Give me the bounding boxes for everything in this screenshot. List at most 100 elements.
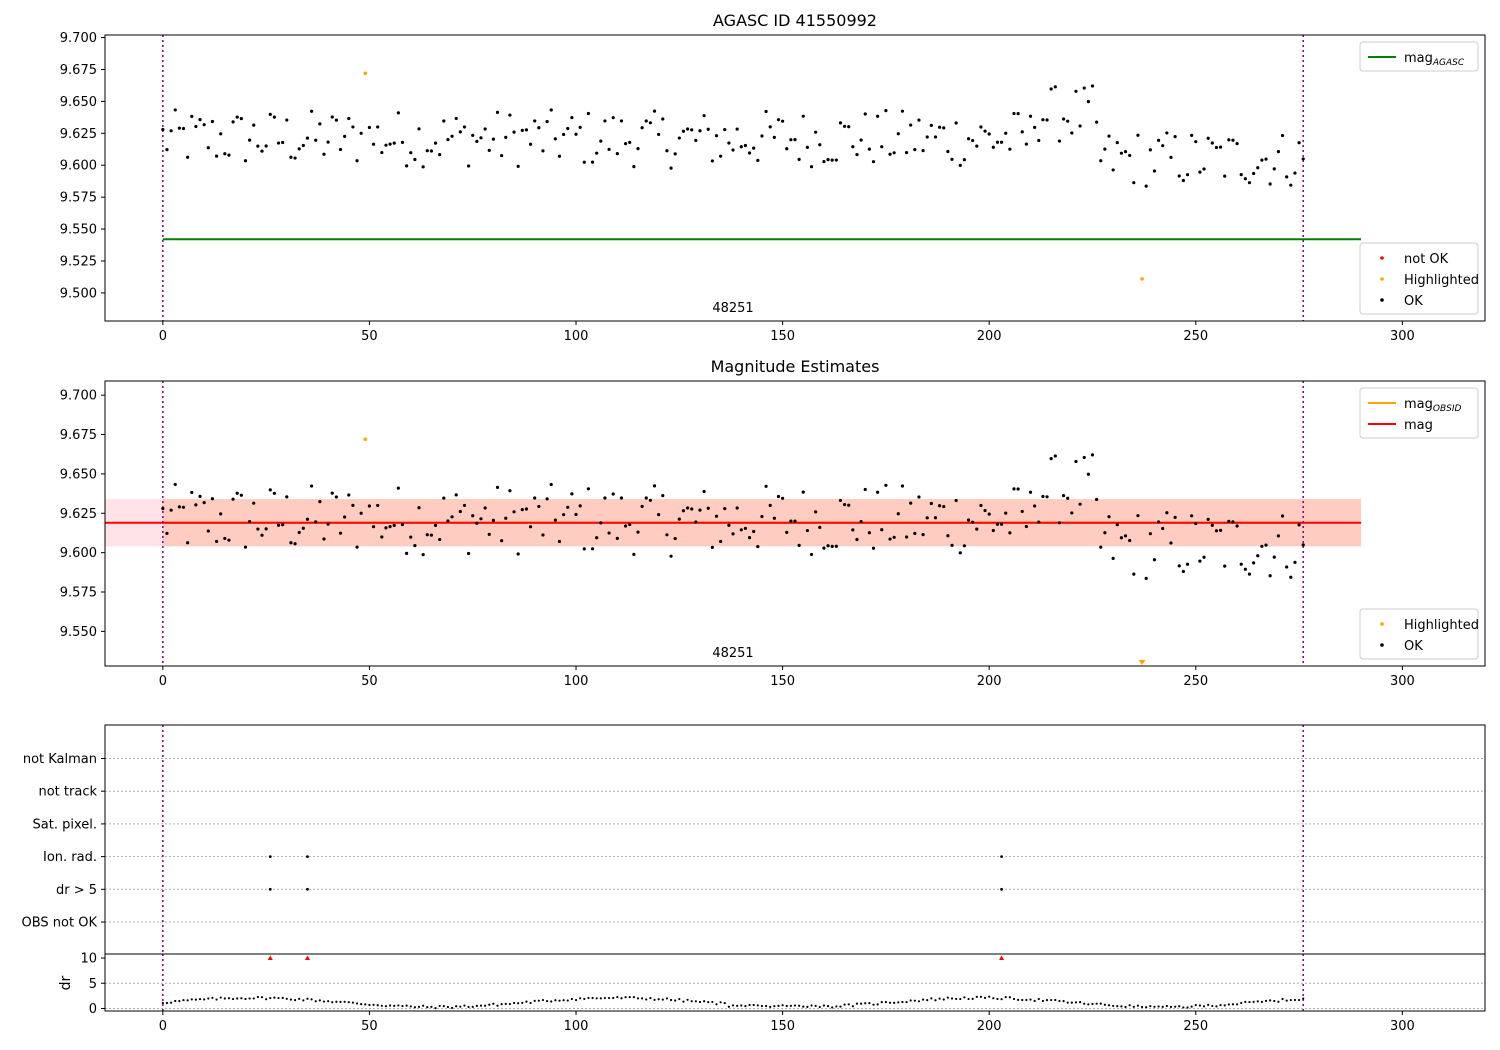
p4-dr-point-138 xyxy=(731,1004,735,1007)
p1-ok-point-80 xyxy=(495,110,500,114)
p4-dr-point-190 xyxy=(946,996,949,999)
p1-ok-point-219 xyxy=(1070,131,1074,135)
p2-ok-point-266 xyxy=(1268,574,1272,578)
p1-ok-point-103 xyxy=(590,160,595,164)
p2-ok-point-127 xyxy=(690,507,694,511)
p2-ok-point-126 xyxy=(685,506,690,510)
p4-dr-point-11 xyxy=(207,997,210,1000)
p1-ok-point-34 xyxy=(301,143,305,148)
p1-ok-point-181 xyxy=(913,148,917,152)
p1-ok-point-106 xyxy=(603,119,607,123)
p4-dr-point-43 xyxy=(339,1000,342,1004)
p4-dr-point-153 xyxy=(793,1004,797,1007)
p4-dr-point-101 xyxy=(579,997,582,1000)
p2-ok-point-2 xyxy=(169,508,173,512)
p2-ok-point-206 xyxy=(1016,487,1020,491)
p1-ok-point-174 xyxy=(884,109,888,113)
p1-ok-point-268 xyxy=(1276,150,1281,154)
p4-dr-point-12 xyxy=(211,996,214,999)
p3-category-label-3: Sat. pixel. xyxy=(33,817,97,832)
p2-ytick-label-4: 9.650 xyxy=(60,467,97,482)
p4-xtick-label-1: 50 xyxy=(361,1019,378,1034)
p4-dr-point-151 xyxy=(785,1004,788,1008)
p2-ok-point-102 xyxy=(586,487,591,491)
p1-ok-point-78 xyxy=(487,148,491,152)
p4-ytick-label-0: 0 xyxy=(89,1002,97,1017)
p1-ok-point-13 xyxy=(214,154,219,158)
p4-dr-point-57 xyxy=(397,1004,400,1007)
p1-ok-point-200 xyxy=(991,145,995,149)
p4-dr-point-164 xyxy=(839,1005,842,1008)
p4-dr-point-75 xyxy=(471,1005,474,1008)
p4-dr-point-220 xyxy=(1070,1001,1073,1004)
p1-ok-point-221 xyxy=(1078,124,1082,128)
p1-ok-point-226 xyxy=(1099,159,1103,163)
p4-dr-point-3 xyxy=(174,999,177,1003)
p2-ok-point-186 xyxy=(933,516,938,520)
p4-dr-point-56 xyxy=(393,1004,396,1008)
p4-dr-point-154 xyxy=(798,1004,801,1007)
p4-dr-point-183 xyxy=(917,1000,921,1003)
p2-ok-point-142 xyxy=(752,529,756,534)
p2-ok-point-135 xyxy=(723,507,727,511)
panel-1-title: AGASC ID 41550992 xyxy=(713,11,877,30)
panel-1-obsid-label: 48251 xyxy=(712,301,753,316)
p1-ok-point-133 xyxy=(714,134,719,138)
p2-ok-point-3 xyxy=(173,482,177,487)
p4-dr-point-204 xyxy=(1004,996,1007,999)
p2-b-legend-box xyxy=(1359,608,1479,660)
p1-ok-point-30 xyxy=(285,118,289,122)
p1-ok-point-162 xyxy=(834,158,838,162)
p4-dr-point-97 xyxy=(562,999,565,1002)
p1-ok-point-137 xyxy=(731,148,735,152)
p1-ok-point-234 xyxy=(1132,181,1136,185)
p1-ok-point-4 xyxy=(177,126,181,130)
p4-xtick-label-3: 150 xyxy=(770,1019,795,1034)
p1-a-legend-sub-0: AGASC xyxy=(1432,58,1465,68)
p4-dr-point-244 xyxy=(1169,1005,1173,1009)
p2-a-legend-sub-0: OBSID xyxy=(1433,404,1462,414)
p2-ok-point-256 xyxy=(1227,519,1231,523)
p2-ok-point-249 xyxy=(1198,559,1202,563)
p4-dr-point-186 xyxy=(930,997,933,1000)
p1-ok-point-172 xyxy=(876,114,880,118)
p2-ok-point-167 xyxy=(855,537,859,542)
p4-dr-point-212 xyxy=(1037,997,1040,1001)
p4-dr-point-44 xyxy=(343,1000,346,1003)
p2-ok-point-74 xyxy=(471,514,475,518)
p1-ok-point-240 xyxy=(1161,144,1165,148)
p4-dr-point-62 xyxy=(417,1005,421,1008)
p4-dr-point-157 xyxy=(810,1004,813,1007)
p1-ok-point-67 xyxy=(442,119,446,123)
p4-dr-point-81 xyxy=(496,1004,499,1007)
p2-ok-point-125 xyxy=(681,509,686,513)
p4-dr-point-64 xyxy=(426,1006,429,1009)
p4-dr-point-230 xyxy=(1112,1004,1115,1008)
p4-dr-point-33 xyxy=(298,997,301,1000)
p4-dr-point-123 xyxy=(669,998,673,1002)
p1-ok-point-99 xyxy=(574,132,578,136)
p1-ok-point-66 xyxy=(438,153,442,157)
p2-ok-point-163 xyxy=(838,498,843,503)
p2-ok-point-11 xyxy=(206,529,210,533)
p1-ok-point-68 xyxy=(446,138,450,142)
p1-ok-point-58 xyxy=(405,164,409,168)
p4-dr-point-159 xyxy=(818,1005,821,1009)
p4-dr-point-214 xyxy=(1045,999,1049,1002)
p1-ok-point-14 xyxy=(219,132,223,136)
p2-ok-point-184 xyxy=(925,516,929,520)
p4-dr-point-144 xyxy=(756,1004,759,1007)
p2-ok-point-9 xyxy=(198,494,202,498)
p1-ok-point-97 xyxy=(566,126,570,131)
p1-ok-point-27 xyxy=(272,115,277,119)
p1-ok-point-86 xyxy=(520,128,524,132)
p4-dr-point-66 xyxy=(434,1007,437,1010)
p1-ok-point-173 xyxy=(880,145,884,149)
p4-dr-point-129 xyxy=(694,1000,697,1003)
p2-ok-point-130 xyxy=(702,489,706,494)
p4-dr-point-45 xyxy=(347,1001,350,1004)
p1-ok-point-225 xyxy=(1095,120,1099,124)
p2-ok-point-42 xyxy=(334,495,338,499)
p1-ok-point-134 xyxy=(719,154,723,158)
p4-dr-point-196 xyxy=(971,997,974,1000)
